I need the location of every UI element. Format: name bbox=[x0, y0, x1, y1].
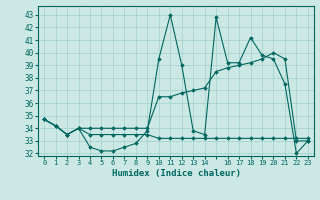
X-axis label: Humidex (Indice chaleur): Humidex (Indice chaleur) bbox=[111, 169, 241, 178]
